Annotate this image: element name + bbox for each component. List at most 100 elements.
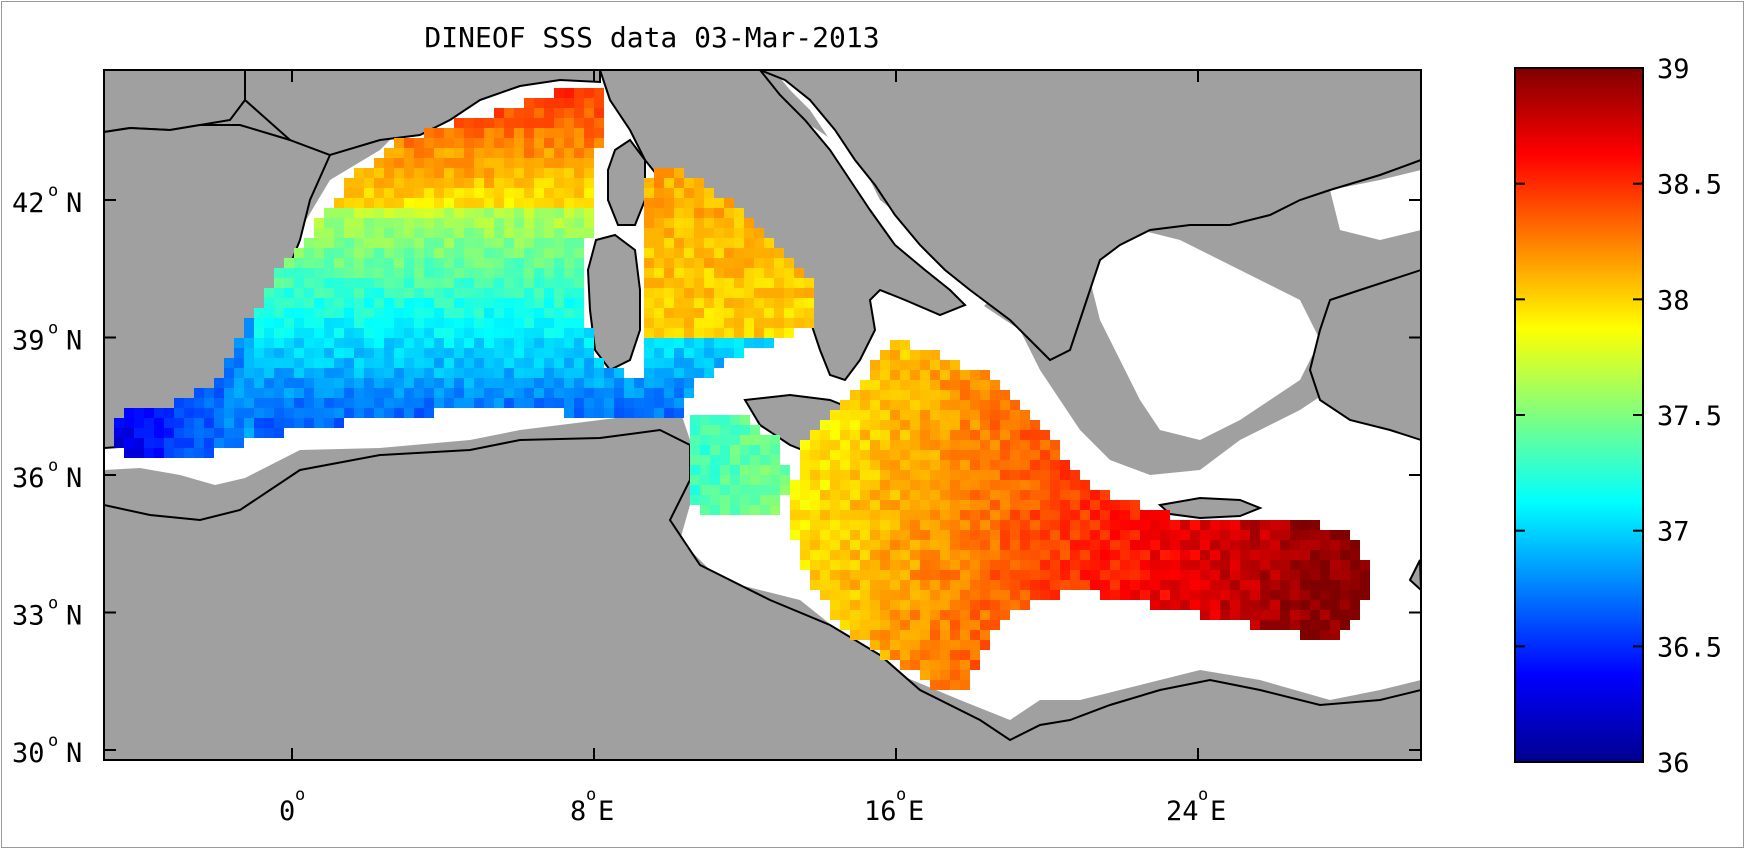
salinity-cell [464,398,474,408]
salinity-cell [454,208,464,218]
salinity-cell [164,448,174,458]
salinity-cell [434,268,444,278]
salinity-cell [870,610,880,620]
salinity-cell [850,570,860,580]
salinity-cell [1310,540,1320,550]
salinity-cell [1120,550,1130,560]
salinity-cell [564,348,574,358]
salinity-cell [950,570,960,580]
salinity-cell [454,398,464,408]
salinity-cell [910,610,920,620]
salinity-cell [204,448,214,458]
salinity-cell [574,188,584,198]
salinity-cell [890,450,900,460]
salinity-cell [504,318,514,328]
salinity-cell [1010,570,1020,580]
salinity-cell [554,168,564,178]
salinity-cell [970,440,980,450]
salinity-cell [544,118,554,128]
salinity-cell [950,580,960,590]
salinity-cell [804,308,814,318]
salinity-cell [404,338,414,348]
salinity-cell [594,108,604,118]
salinity-cell [960,400,970,410]
salinity-cell [840,590,850,600]
salinity-cell [674,238,684,248]
salinity-cell [1060,460,1070,470]
salinity-cell [940,480,950,490]
salinity-cell [554,248,564,258]
salinity-cell [1170,590,1180,600]
salinity-cell [404,218,414,228]
salinity-cell [254,388,264,398]
salinity-cell [244,358,254,368]
salinity-cell [614,388,624,398]
salinity-cell [1210,580,1220,590]
salinity-cell [744,218,754,228]
salinity-cell [1000,570,1010,580]
salinity-cell [494,258,504,268]
salinity-cell [484,388,494,398]
salinity-cell [830,570,840,580]
salinity-cell [394,338,404,348]
salinity-cell [860,580,870,590]
salinity-cell [1140,510,1150,520]
salinity-cell [950,620,960,630]
salinity-cell [754,288,764,298]
salinity-cell [774,268,784,278]
salinity-cell [314,318,324,328]
salinity-cell [1350,580,1360,590]
salinity-cell [574,208,584,218]
salinity-cell [544,288,554,298]
salinity-cell [554,368,564,378]
salinity-cell [714,258,724,268]
lat-hemisphere: N [66,326,82,357]
salinity-cell [704,338,714,348]
salinity-cell [1070,530,1080,540]
salinity-cell [324,208,334,218]
salinity-cell [910,450,920,460]
salinity-cell [910,560,920,570]
salinity-cell [980,470,990,480]
salinity-cell [770,435,780,445]
salinity-cell [534,278,544,288]
salinity-cell [980,500,990,510]
salinity-cell [494,328,504,338]
lat-deg: 42 [12,188,45,219]
salinity-cell [1000,420,1010,430]
salinity-cell [1200,550,1210,560]
salinity-cell [404,358,414,368]
salinity-cell [1200,600,1210,610]
salinity-cell [344,258,354,268]
salinity-cell [264,358,274,368]
salinity-cell [374,158,384,168]
lon-hemisphere: E [908,796,924,827]
salinity-cell [534,258,544,268]
salinity-cell [940,440,950,450]
salinity-cell [474,148,484,158]
salinity-cell [324,238,334,248]
salinity-cell [404,288,414,298]
salinity-cell [394,318,404,328]
salinity-cell [664,388,674,398]
salinity-cell [940,570,950,580]
salinity-cell [534,328,544,338]
salinity-cell [1340,600,1350,610]
salinity-cell [1140,580,1150,590]
salinity-field [114,88,1370,690]
salinity-cell [990,610,1000,620]
salinity-cell [1080,530,1090,540]
salinity-cell [584,168,594,178]
salinity-cell [850,590,860,600]
salinity-cell [1250,550,1260,560]
salinity-cell [1220,530,1230,540]
salinity-cell [504,328,514,338]
salinity-cell [1070,470,1080,480]
salinity-cell [1090,550,1100,560]
salinity-cell [1230,540,1240,550]
salinity-cell [950,660,960,670]
salinity-cell [920,610,930,620]
salinity-cell [674,278,684,288]
salinity-cell [434,148,444,158]
salinity-cell [1090,570,1100,580]
